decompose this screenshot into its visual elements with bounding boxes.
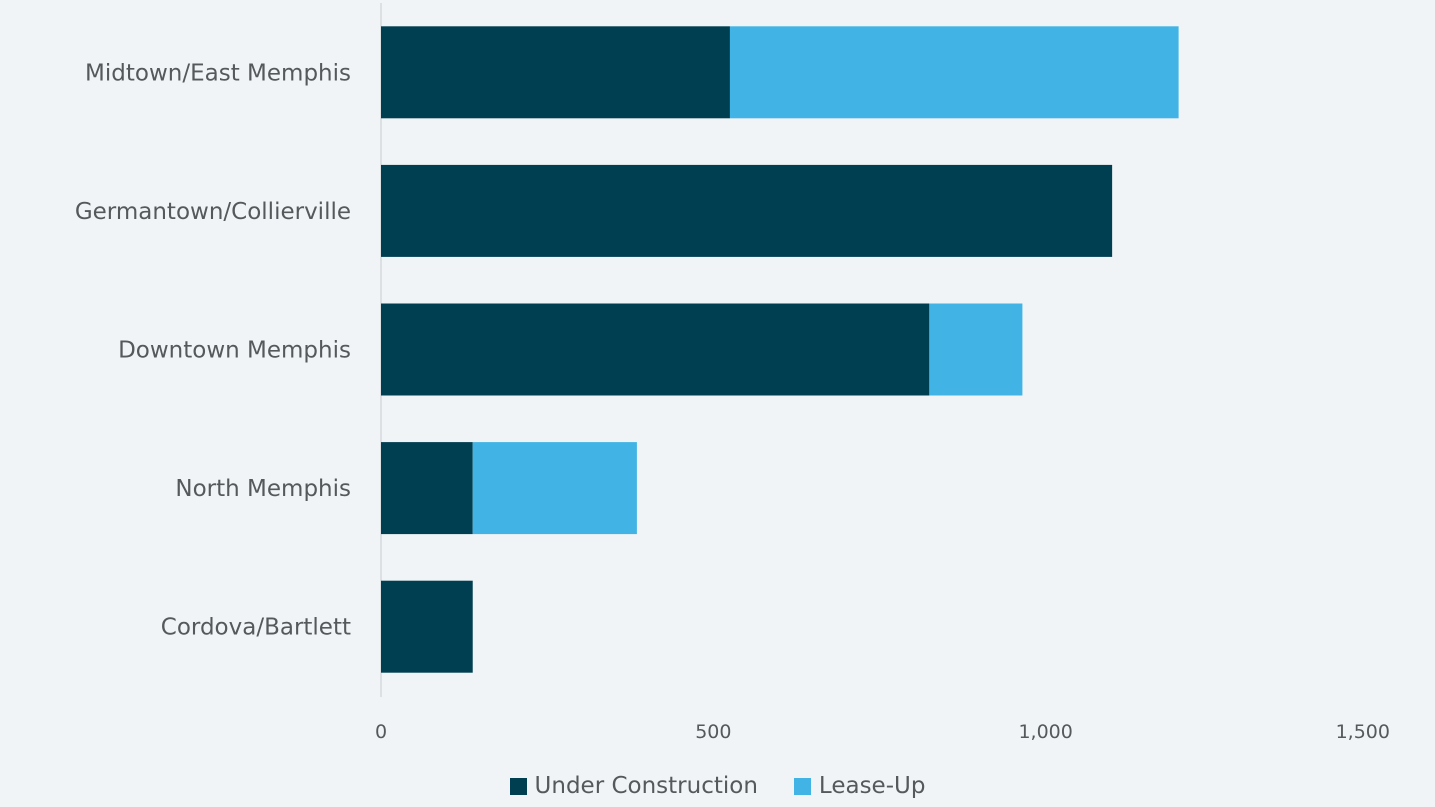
bar-lease-up-north-memphis (472, 442, 637, 535)
bar-under-construction-north-memphis (381, 442, 473, 535)
legend: Under Construction Lease-Up (0, 768, 1435, 804)
legend-label-under-construction: Under Construction (534, 773, 758, 799)
category-label-downtown-memphis: Downtown Memphis (118, 338, 351, 364)
bars-group (381, 26, 1179, 673)
x-tick-label-1-500: 1,500 (1336, 721, 1390, 743)
x-tick-label-0: 0 (375, 721, 387, 743)
legend-item-under-construction: Under Construction (509, 773, 758, 799)
bar-under-construction-germantown-collierville (381, 164, 1113, 257)
category-labels-group: Midtown/East Memphis Germantown/Colliervi… (75, 60, 351, 640)
category-label-cordova-bartlett: Cordova/Bartlett (161, 615, 351, 641)
legend-swatch-under-construction (509, 777, 527, 795)
bar-under-construction-midtown-east-memphis (381, 26, 730, 119)
bar-under-construction-cordova-bartlett (381, 580, 473, 673)
bar-under-construction-downtown-memphis (381, 303, 930, 396)
bar-lease-up-downtown-memphis (929, 303, 1023, 396)
x-tick-label-500: 500 (695, 721, 731, 743)
bar-lease-up-midtown-east-memphis (729, 26, 1179, 119)
legend-swatch-lease-up (793, 777, 811, 795)
x-tick-labels-group: 0 500 1,000 1,500 (375, 721, 1390, 743)
x-tick-label-1-000: 1,000 (1018, 721, 1072, 743)
legend-item-lease-up: Lease-Up (793, 773, 926, 799)
category-label-north-memphis: North Memphis (175, 476, 351, 502)
category-label-germantown-collierville: Germantown/Collierville (75, 199, 351, 225)
category-label-midtown-east-memphis: Midtown/East Memphis (85, 60, 351, 86)
legend-label-lease-up: Lease-Up (818, 773, 926, 799)
stacked-bar-chart: Midtown/East Memphis Germantown/Colliervi… (75, 3, 1390, 743)
